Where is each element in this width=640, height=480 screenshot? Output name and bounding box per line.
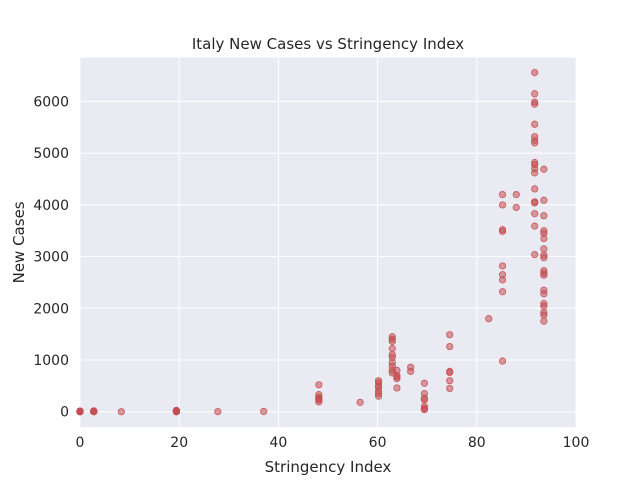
data-point: [446, 368, 454, 377]
y-tick-label: 3000: [33, 250, 69, 266]
data-point: [498, 227, 507, 235]
data-point: [540, 290, 548, 298]
data-point: [315, 381, 323, 389]
data-point: [498, 276, 507, 284]
plot-area: [80, 57, 576, 428]
y-tick-label: 6000: [33, 95, 69, 111]
data-point: [540, 271, 548, 279]
data-point: [531, 222, 539, 230]
data-point: [531, 185, 539, 193]
data-point: [214, 407, 222, 416]
x-tick-label: 0: [76, 435, 85, 451]
data-point: [531, 120, 539, 128]
data-point: [315, 398, 323, 406]
data-point: [540, 302, 548, 310]
y-tick-label: 4000: [33, 198, 69, 214]
data-point: [446, 342, 454, 351]
data-point: [420, 406, 429, 414]
data-point: [393, 375, 401, 383]
data-points: [76, 68, 548, 416]
data-point: [531, 210, 539, 218]
data-point: [512, 190, 520, 199]
y-axis-label: New Cases: [10, 201, 28, 283]
data-point: [531, 68, 539, 77]
x-tick-label: 60: [369, 435, 387, 451]
data-point: [388, 337, 396, 345]
x-tick-labels: 0 20 40 60 80 100: [76, 435, 590, 451]
data-point: [485, 315, 493, 323]
data-point: [540, 165, 548, 173]
grid-lines: [79, 57, 577, 428]
data-point: [540, 317, 548, 325]
x-tick-label: 80: [468, 435, 486, 451]
data-point: [407, 367, 415, 375]
y-tick-label: 2000: [33, 301, 69, 317]
data-point: [446, 331, 454, 339]
x-tick-label: 100: [563, 435, 590, 451]
data-point: [531, 100, 539, 108]
data-point: [498, 190, 507, 199]
data-point: [117, 408, 125, 416]
data-point: [172, 407, 181, 415]
data-point: [540, 311, 548, 319]
x-axis-label: Stringency Index: [265, 458, 392, 476]
data-point: [540, 196, 548, 204]
data-point: [531, 90, 539, 98]
data-point: [356, 398, 364, 406]
data-point: [420, 396, 429, 404]
data-point: [388, 345, 396, 353]
data-point: [540, 234, 548, 243]
data-point: [76, 408, 84, 416]
y-tick-label: 0: [60, 405, 69, 421]
y-tick-labels: 0 1000 2000 3000 4000 5000 6000: [33, 95, 69, 421]
data-point: [498, 357, 507, 365]
data-point: [498, 262, 507, 270]
data-point: [498, 201, 507, 209]
data-point: [531, 250, 539, 259]
data-point: [531, 199, 539, 207]
data-point: [374, 392, 383, 400]
y-tick-label: 1000: [33, 353, 69, 369]
data-point: [446, 384, 454, 393]
data-point: [531, 169, 539, 177]
data-point: [498, 288, 507, 296]
data-point: [393, 384, 401, 392]
x-tick-label: 20: [170, 435, 188, 451]
data-point: [260, 407, 268, 416]
data-point: [540, 245, 548, 253]
y-tick-label: 5000: [33, 146, 69, 162]
data-point: [90, 408, 98, 416]
data-point: [446, 377, 454, 385]
data-point: [420, 379, 429, 387]
x-tick-label: 40: [269, 435, 287, 451]
data-point: [540, 212, 548, 220]
chart-title: Italy New Cases vs Stringency Index: [192, 35, 464, 53]
data-point: [512, 203, 520, 212]
data-point: [531, 139, 539, 147]
data-point: [540, 254, 548, 262]
